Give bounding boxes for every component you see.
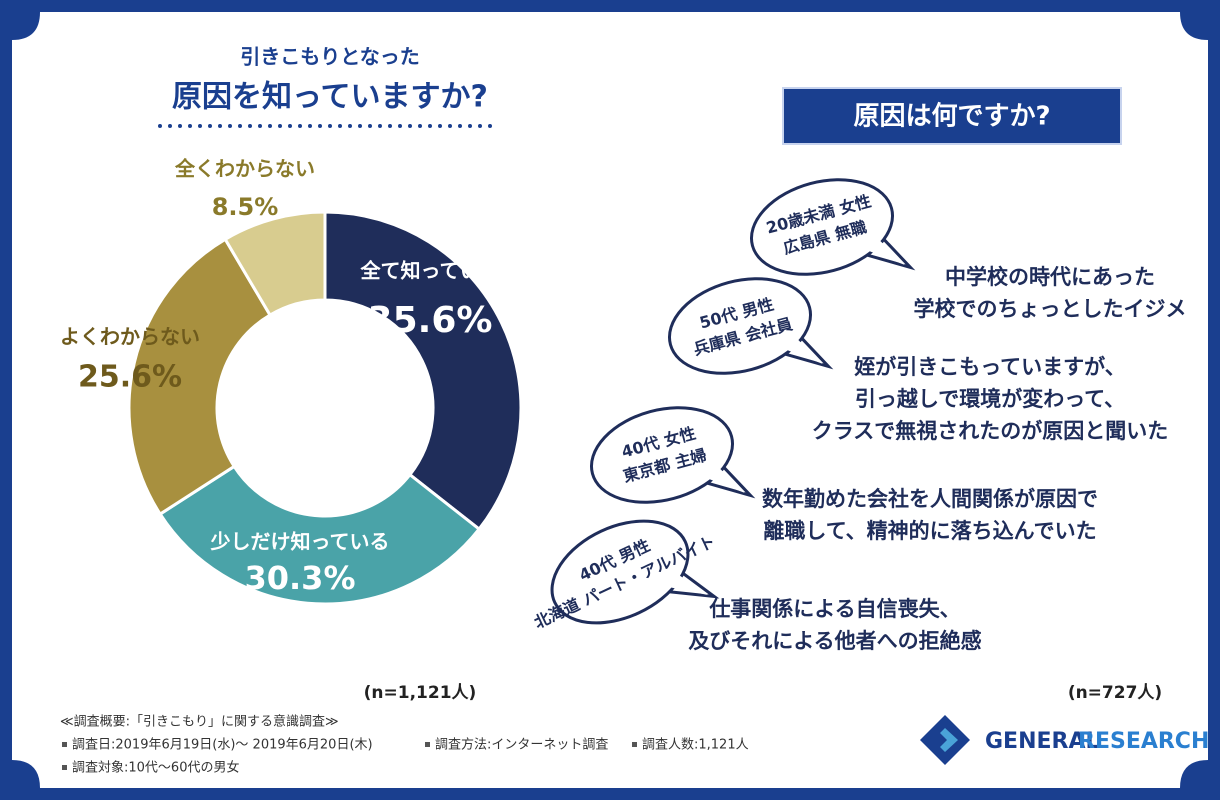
slice xyxy=(127,237,273,517)
value-label: 8.5% xyxy=(212,193,279,221)
chart-subtitle: 原因を知っていますか? xyxy=(172,80,488,115)
bubble-tail-cover xyxy=(661,572,708,595)
quote: 学校でのちょっとしたイジメ xyxy=(914,297,1187,321)
bullet xyxy=(62,742,67,747)
quote: クラスで無視されたのが原因と聞いた xyxy=(812,419,1169,443)
category-label: 少しだけ知っている xyxy=(210,530,390,554)
bullet xyxy=(632,742,637,747)
value-label: 25.6% xyxy=(78,360,182,395)
logo-right: RESEARCH xyxy=(1078,729,1209,754)
slice xyxy=(323,210,523,532)
bubble-body xyxy=(749,178,895,276)
footer-line: 調査対象:10代〜60代の男女 xyxy=(72,760,239,776)
category-label: 全くわからない xyxy=(174,157,315,181)
bubble-tail-cover xyxy=(860,237,905,265)
quote: 中学校の時代にあった xyxy=(945,265,1155,289)
answers-title: 原因は何ですか? xyxy=(853,102,1050,132)
bullet xyxy=(425,742,430,747)
value-label: 30.3% xyxy=(244,559,355,597)
bubble-body xyxy=(589,406,735,504)
answers-title-box xyxy=(782,87,1122,145)
chart-note: (n=1,121人) xyxy=(364,683,477,703)
footer-line: 調査方法:インターネット調査 xyxy=(435,737,608,753)
logo-mark xyxy=(920,715,970,765)
footer-line: 調査人数:1,121人 xyxy=(642,738,749,753)
answers-note: (n=727人) xyxy=(1068,683,1162,703)
bubble-tail-cover xyxy=(778,336,823,364)
slice xyxy=(223,210,327,318)
quote: 及びそれによる他者への拒絶感 xyxy=(688,629,981,653)
category-label: よくわからない xyxy=(60,325,200,349)
bubble-body xyxy=(550,519,690,625)
value-label: 35.6% xyxy=(368,300,493,341)
quote: 離職して、精神的に落ち込んでいた xyxy=(763,519,1096,543)
logo: GENERAL RESEARCH xyxy=(920,715,1209,765)
bubble-tail-cover xyxy=(700,465,745,493)
bubble-body xyxy=(667,277,813,375)
bullet xyxy=(62,765,67,770)
quote: 引っ越しで環境が変わって、 xyxy=(855,387,1125,411)
slice xyxy=(158,464,482,606)
category-label: 全て知っている xyxy=(360,259,500,283)
footer-heading: ≪調査概要:「引きこもり」に関する意識調査≫ xyxy=(60,714,339,730)
footer-line: 調査日:2019年6月19日(水)〜 2019年6月20日(木) xyxy=(72,738,373,753)
logo-mark-inner xyxy=(940,728,958,752)
quote: 仕事関係による自信喪失、 xyxy=(708,597,960,621)
logo-left: GENERAL xyxy=(985,729,1100,754)
chart-title: 引きこもりとなった xyxy=(240,45,419,69)
quote: 数年勤めた会社を人間関係が原因で xyxy=(762,487,1098,511)
quote: 姪が引きこもっていますが、 xyxy=(854,355,1126,379)
